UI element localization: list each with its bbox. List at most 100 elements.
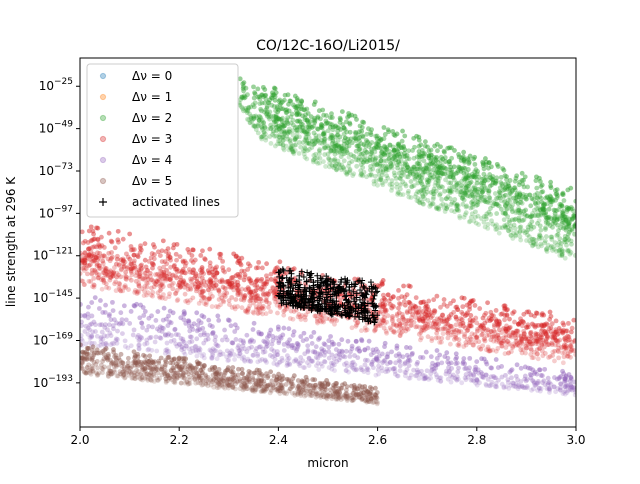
data-point: [121, 237, 126, 242]
data-point: [160, 259, 165, 264]
data-point: [204, 302, 209, 307]
data-point: [382, 315, 387, 320]
data-point: [285, 117, 290, 122]
data-point: [507, 220, 512, 225]
data-point: [255, 86, 260, 91]
data-point: [506, 229, 511, 234]
data-point: [165, 347, 170, 352]
data-point: [234, 337, 239, 342]
data-point: [285, 137, 290, 142]
data-point: [118, 289, 123, 294]
data-point: [243, 309, 248, 314]
data-point: [560, 369, 565, 374]
data-point: [523, 365, 528, 370]
data-point: [416, 172, 421, 177]
data-point: [261, 94, 266, 99]
data-point: [463, 166, 468, 171]
data-point: [193, 344, 198, 349]
data-point: [515, 362, 520, 367]
data-point: [553, 240, 558, 245]
data-point: [417, 190, 422, 195]
data-point: [494, 211, 499, 216]
data-point: [560, 213, 565, 218]
data-point: [415, 167, 420, 172]
data-point: [389, 296, 394, 301]
data-point: [271, 361, 276, 366]
data-point: [558, 381, 563, 386]
data-point: [156, 249, 161, 254]
data-point: [218, 279, 223, 284]
data-point: [434, 294, 439, 299]
data-point: [289, 309, 294, 314]
data-point: [518, 234, 523, 239]
data-point: [444, 206, 449, 211]
data-point: [529, 330, 534, 335]
data-point: [146, 324, 151, 329]
data-point: [544, 339, 549, 344]
data-point: [367, 339, 372, 344]
data-point: [332, 157, 337, 162]
data-point: [459, 295, 464, 300]
data-point: [132, 253, 137, 258]
data-point: [169, 339, 174, 344]
data-point: [209, 349, 214, 354]
data-point: [111, 341, 116, 346]
data-point: [561, 344, 566, 349]
data-point: [277, 259, 282, 264]
data-point: [100, 254, 105, 259]
data-point: [534, 186, 539, 191]
data-point: [423, 144, 428, 149]
data-point: [107, 278, 112, 283]
data-point: [514, 176, 519, 181]
data-point: [329, 319, 334, 324]
data-point: [500, 166, 505, 171]
data-point: [396, 306, 401, 311]
data-point: [394, 346, 399, 351]
data-point: [418, 338, 423, 343]
data-point: [523, 208, 528, 213]
data-point: [142, 289, 147, 294]
data-point: [453, 361, 458, 366]
data-point: [348, 294, 353, 299]
data-point: [261, 85, 266, 90]
data-point: [80, 229, 85, 234]
data-point: [383, 341, 388, 346]
data-point: [469, 180, 474, 185]
data-point: [488, 175, 493, 180]
data-point: [504, 329, 509, 334]
data-point: [294, 105, 299, 110]
data-point: [464, 204, 469, 209]
data-point: [94, 270, 99, 275]
data-point: [87, 229, 92, 234]
data-point: [248, 264, 253, 269]
data-point: [322, 137, 327, 142]
data-point: [414, 134, 419, 139]
data-point: [528, 203, 533, 208]
data-point: [535, 388, 540, 393]
data-point: [536, 356, 541, 361]
data-point: [455, 307, 460, 312]
data-point: [143, 241, 148, 246]
data-point: [525, 310, 530, 315]
data-point: [288, 386, 293, 391]
data-point: [161, 270, 166, 275]
data-point: [238, 76, 243, 81]
data-point: [227, 302, 232, 307]
data-point: [413, 324, 418, 329]
data-point: [277, 338, 282, 343]
data-point: [323, 360, 328, 365]
data-point: [383, 179, 388, 184]
data-point: [525, 213, 530, 218]
data-point: [208, 260, 213, 265]
data-point: [154, 279, 159, 284]
data-point: [550, 225, 555, 230]
data-point: [346, 164, 351, 169]
data-point: [476, 187, 481, 192]
data-point: [429, 336, 434, 341]
data-point: [258, 358, 263, 363]
data-point: [467, 173, 472, 178]
data-point: [534, 174, 539, 179]
data-point: [339, 337, 344, 342]
data-point: [438, 203, 443, 208]
data-point: [131, 333, 136, 338]
